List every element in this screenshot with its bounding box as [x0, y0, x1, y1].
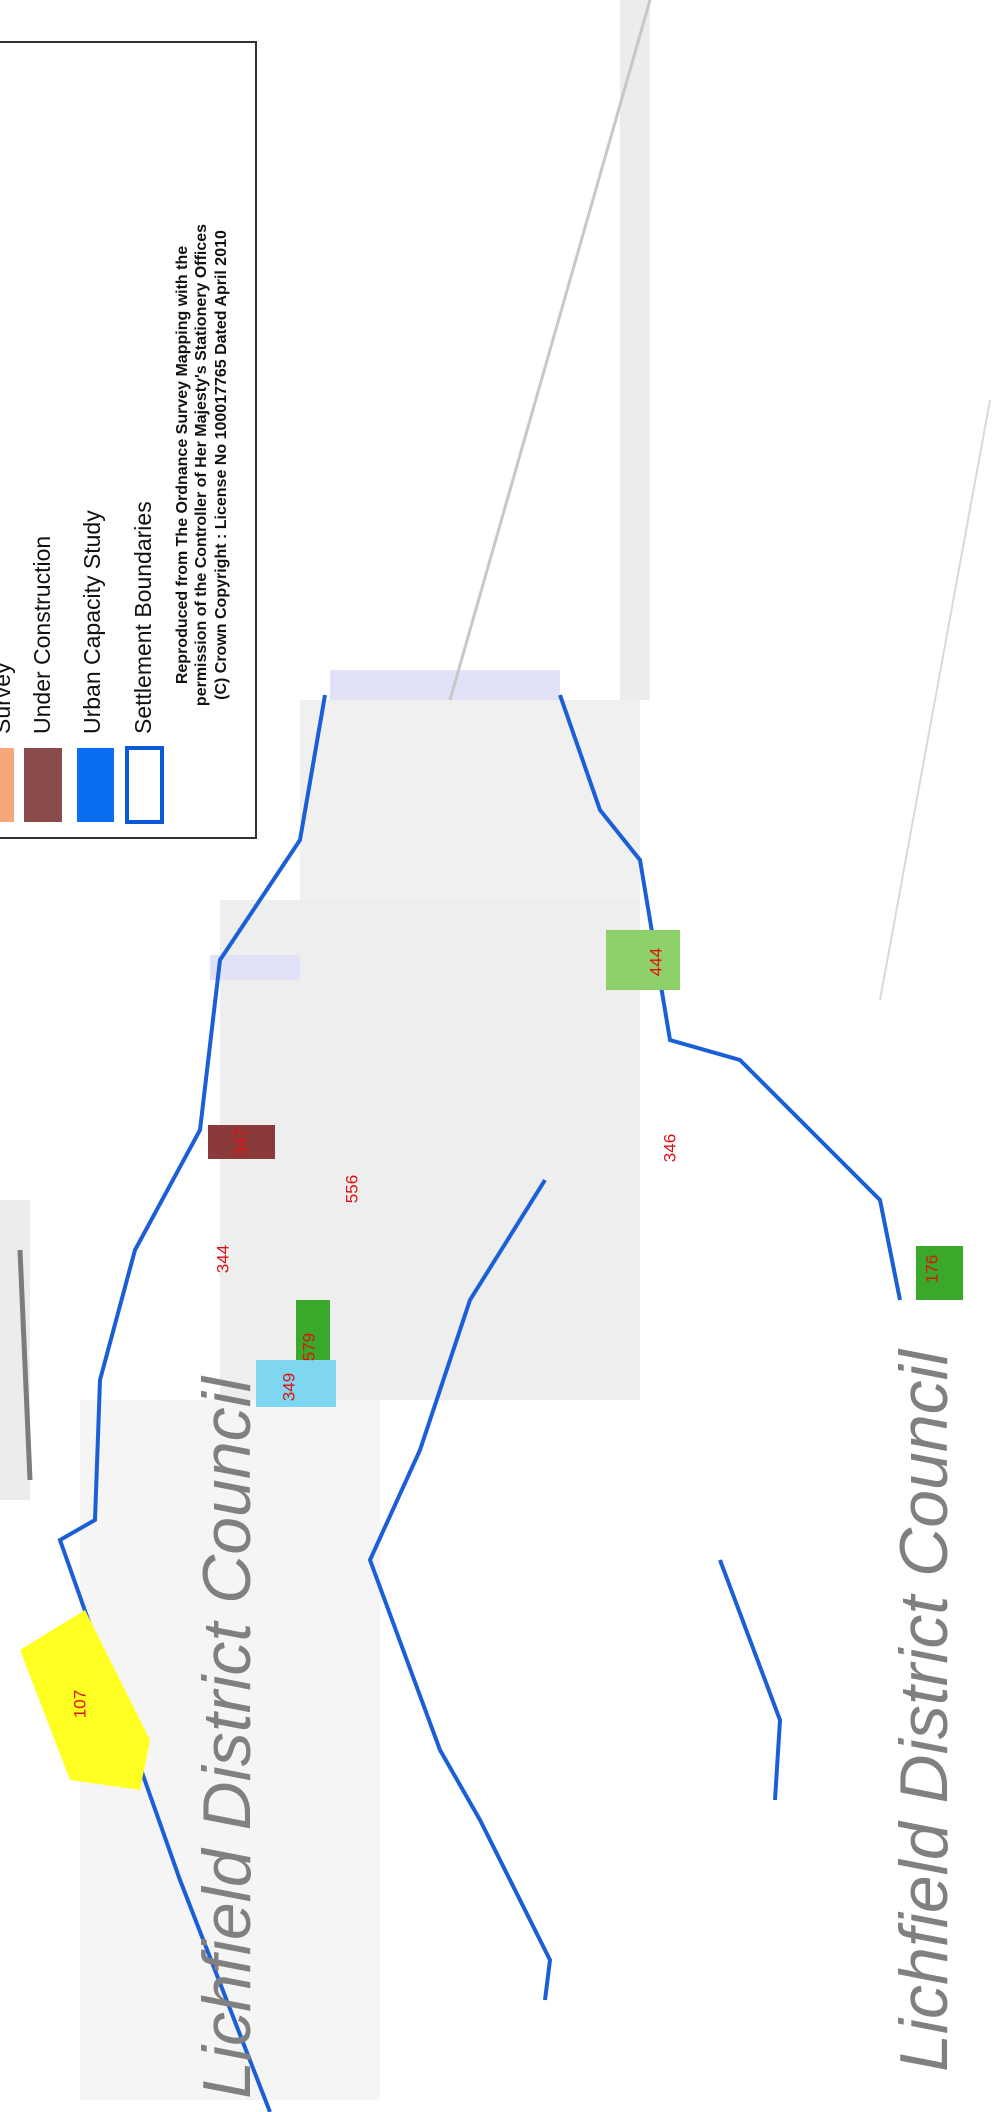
site-label: 107 — [70, 1690, 89, 1718]
site-patches — [20, 930, 963, 1790]
site-label: 344 — [213, 1245, 232, 1273]
site-label: 579 — [299, 1333, 318, 1361]
legend-label: Settlement Boundaries — [130, 501, 156, 734]
site-label: 346 — [660, 1134, 679, 1162]
legend-swatch — [0, 748, 14, 822]
site-patch — [296, 1300, 330, 1367]
council-label: Lichfield District Council — [886, 1348, 962, 2072]
legend-swatch — [24, 748, 62, 822]
copyright-line: permission of the Controller of Her Maje… — [193, 224, 210, 706]
copyright-line: Reproduced from The Ordnance Survey Mapp… — [174, 246, 191, 684]
site-patch — [208, 1125, 275, 1159]
legend-label: Under Construction — [29, 536, 55, 734]
site-patch — [916, 1246, 963, 1300]
site-patch — [606, 930, 680, 990]
legend-box — [0, 41, 257, 839]
site-label: 347 — [231, 1128, 250, 1156]
legend-label: Survey — [0, 662, 15, 734]
site-label: 349 — [279, 1373, 298, 1401]
copyright-line: (C) Crown Copyright : License No 1000177… — [213, 230, 230, 700]
site-label: 556 — [342, 1175, 361, 1203]
legend-swatch — [77, 748, 114, 822]
legend-swatch — [125, 746, 164, 824]
council-label: Lichfield District Council — [189, 1375, 265, 2099]
site-label: 176 — [922, 1255, 941, 1283]
site-patch — [256, 1360, 336, 1407]
site-label: 444 — [646, 948, 665, 976]
site-patch — [20, 1610, 150, 1790]
legend — [0, 41, 257, 839]
legend-label: Urban Capacity Study — [79, 510, 105, 734]
